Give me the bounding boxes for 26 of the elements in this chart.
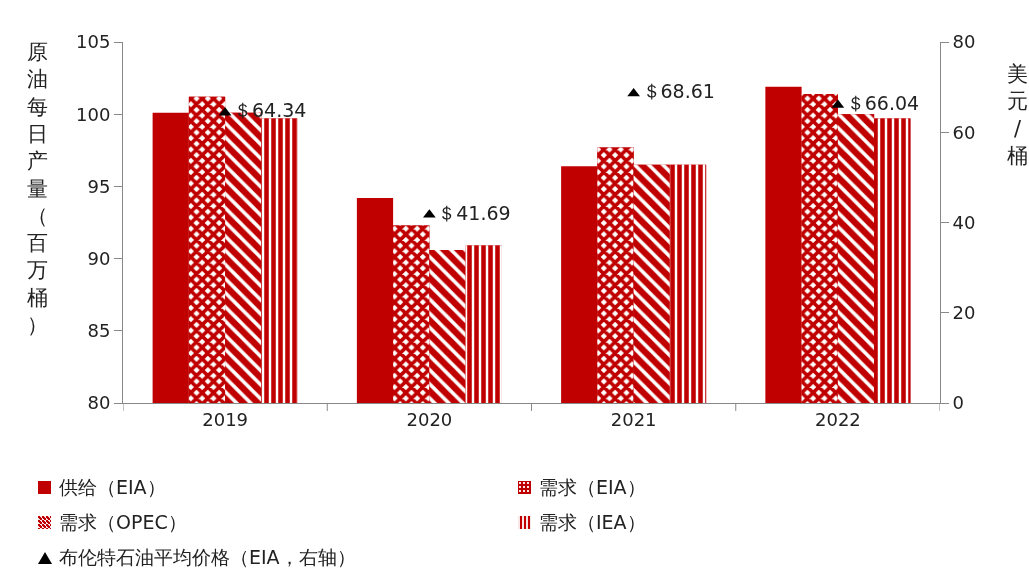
- y-tick-label: 105: [76, 31, 111, 53]
- y-tick-label: 90: [87, 247, 111, 269]
- legend-label: 需求（IEA）: [539, 509, 646, 535]
- legend-label: 需求（EIA）: [539, 474, 646, 500]
- y2-tick-label: 80: [952, 31, 976, 53]
- text: 原油每日产量（百万桶）: [27, 40, 48, 337]
- x-tick-label: 2022: [814, 408, 861, 430]
- data-label: ＄68.61: [641, 80, 715, 103]
- x-tick-label: 2020: [406, 408, 453, 430]
- data-label: ＄41.69: [437, 201, 511, 224]
- legend-label: 布伦特石油平均价格（EIA，右轴）: [59, 544, 356, 570]
- y-tick-label: 95: [87, 175, 111, 197]
- y2-axis-title: 美元/桶: [1007, 62, 1028, 168]
- y2-tick-label: 20: [952, 302, 976, 324]
- y2-tick-label: 0: [952, 392, 965, 414]
- y-tick-label: 85: [87, 320, 111, 342]
- legend-label: 供给（EIA）: [59, 474, 166, 500]
- point: [627, 87, 640, 97]
- y2-tick-label: 40: [952, 211, 976, 233]
- x-tick-label: 2021: [610, 408, 657, 430]
- y-tick-label: 80: [87, 392, 111, 414]
- x-tick-label: 2019: [202, 408, 249, 430]
- y-tick-label: 100: [76, 103, 111, 125]
- data-label: ＄66.04: [845, 91, 920, 114]
- legend-label: 需求（OPEC）: [59, 509, 187, 535]
- y2-tick-label: 60: [952, 121, 976, 143]
